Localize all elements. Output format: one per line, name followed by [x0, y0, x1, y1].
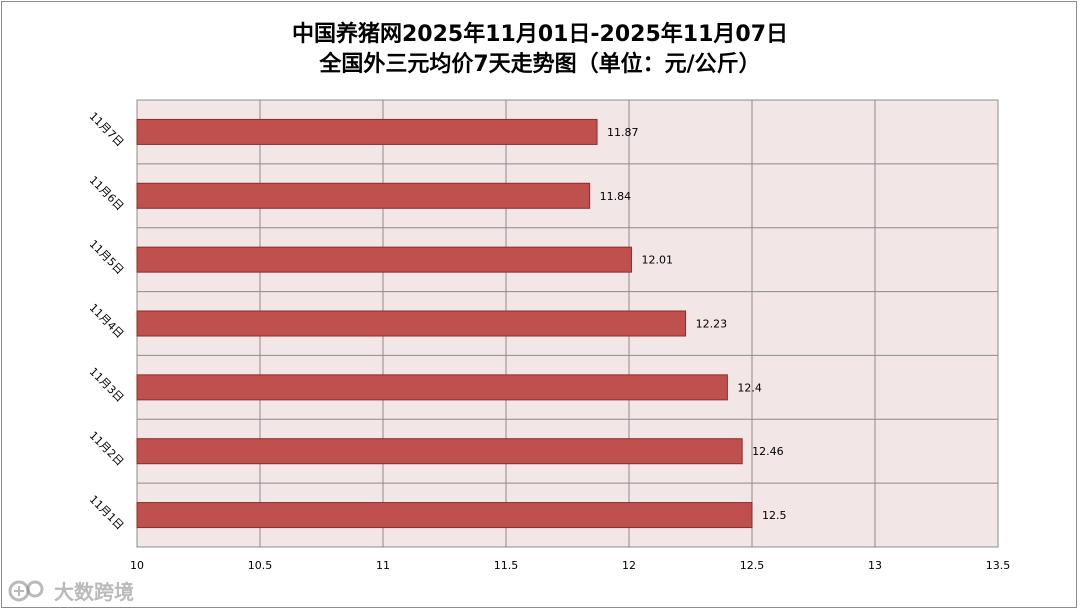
bar — [136, 182, 591, 209]
x-tick-label: 10.5 — [248, 559, 273, 572]
y-category-label: 11月4日 — [87, 301, 127, 341]
y-category-label: 11月7日 — [87, 110, 127, 150]
data-label: 12.23 — [696, 318, 728, 331]
data-label: 12.4 — [737, 381, 762, 394]
bar — [136, 374, 728, 401]
data-label: 11.87 — [607, 126, 639, 139]
watermark: 大数跨境 — [8, 576, 134, 605]
data-label: 11.84 — [600, 190, 632, 203]
x-tick-label: 13 — [868, 559, 882, 572]
data-label: 12.5 — [762, 509, 787, 522]
y-category-label: 11月2日 — [87, 429, 127, 469]
x-tick-label: 12.5 — [740, 559, 765, 572]
y-category-label: 11月3日 — [87, 365, 127, 405]
chart-title-line-1: 中国养猪网2025年11月01日-2025年11月07日 — [291, 22, 789, 47]
data-label: 12.46 — [752, 445, 784, 458]
bar — [136, 310, 687, 337]
x-tick-label: 12 — [622, 559, 636, 572]
watermark-text: 大数跨境 — [54, 580, 134, 604]
bar — [136, 118, 598, 145]
x-tick-label: 13.5 — [986, 559, 1011, 572]
data-label: 12.01 — [641, 254, 673, 267]
x-tick-label: 11.5 — [494, 559, 519, 572]
bar — [136, 502, 753, 529]
y-category-label: 11月6日 — [87, 174, 127, 214]
bar — [136, 246, 632, 273]
y-category-label: 11月5日 — [87, 237, 127, 277]
chart-title-line-2: 全国外三元均价7天走势图（单位：元/公斤） — [319, 52, 761, 77]
y-category-label: 11月1日 — [87, 493, 127, 533]
logo-icon — [8, 578, 48, 604]
x-tick-label: 11 — [376, 559, 390, 572]
bar — [136, 438, 743, 465]
x-tick-label: 10 — [130, 559, 144, 572]
